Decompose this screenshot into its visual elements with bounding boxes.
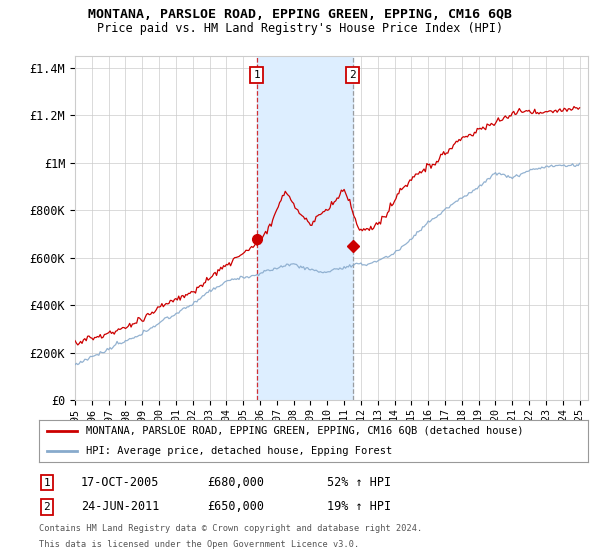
Text: £650,000: £650,000 [207, 500, 264, 514]
Text: HPI: Average price, detached house, Epping Forest: HPI: Average price, detached house, Eppi… [86, 446, 392, 456]
Text: 1: 1 [253, 70, 260, 80]
Text: 17-OCT-2005: 17-OCT-2005 [81, 476, 160, 489]
Text: 19% ↑ HPI: 19% ↑ HPI [327, 500, 391, 514]
Text: 2: 2 [349, 70, 356, 80]
Text: 2: 2 [43, 502, 50, 512]
Bar [257, 56, 353, 400]
Text: MONTANA, PARSLOE ROAD, EPPING GREEN, EPPING, CM16 6QB: MONTANA, PARSLOE ROAD, EPPING GREEN, EPP… [88, 8, 512, 21]
Text: This data is licensed under the Open Government Licence v3.0.: This data is licensed under the Open Gov… [39, 540, 359, 549]
Text: £680,000: £680,000 [207, 476, 264, 489]
Text: MONTANA, PARSLOE ROAD, EPPING GREEN, EPPING, CM16 6QB (detached house): MONTANA, PARSLOE ROAD, EPPING GREEN, EPP… [86, 426, 523, 436]
Text: Price paid vs. HM Land Registry's House Price Index (HPI): Price paid vs. HM Land Registry's House … [97, 22, 503, 35]
Text: 1: 1 [43, 478, 50, 488]
Text: 52% ↑ HPI: 52% ↑ HPI [327, 476, 391, 489]
Text: Contains HM Land Registry data © Crown copyright and database right 2024.: Contains HM Land Registry data © Crown c… [39, 524, 422, 533]
Text: 24-JUN-2011: 24-JUN-2011 [81, 500, 160, 514]
